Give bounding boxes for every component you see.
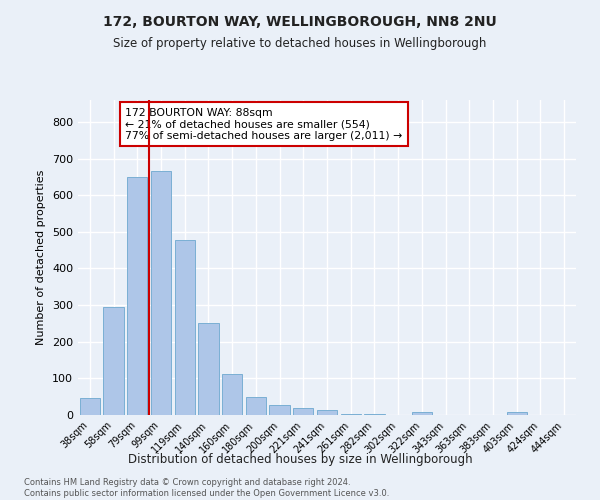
Text: 172, BOURTON WAY, WELLINGBOROUGH, NN8 2NU: 172, BOURTON WAY, WELLINGBOROUGH, NN8 2N… (103, 15, 497, 29)
Text: Distribution of detached houses by size in Wellingborough: Distribution of detached houses by size … (128, 452, 472, 466)
Bar (175, 240, 195, 415)
Bar (341, 414, 361, 415)
Bar (222, 374, 242, 415)
Bar (246, 396, 266, 415)
Bar (364, 414, 385, 415)
Y-axis label: Number of detached properties: Number of detached properties (37, 170, 46, 345)
Bar (80, 398, 100, 415)
Bar (317, 410, 337, 415)
Bar (293, 408, 313, 415)
Bar (151, 172, 171, 415)
Text: Contains HM Land Registry data © Crown copyright and database right 2024.
Contai: Contains HM Land Registry data © Crown c… (24, 478, 389, 498)
Text: Size of property relative to detached houses in Wellingborough: Size of property relative to detached ho… (113, 38, 487, 51)
Bar (199, 322, 218, 415)
Bar (127, 177, 148, 415)
Bar (103, 307, 124, 415)
Bar (269, 404, 290, 415)
Text: 172 BOURTON WAY: 88sqm
← 21% of detached houses are smaller (554)
77% of semi-de: 172 BOURTON WAY: 88sqm ← 21% of detached… (125, 108, 403, 141)
Bar (506, 412, 527, 415)
Bar (412, 412, 432, 415)
